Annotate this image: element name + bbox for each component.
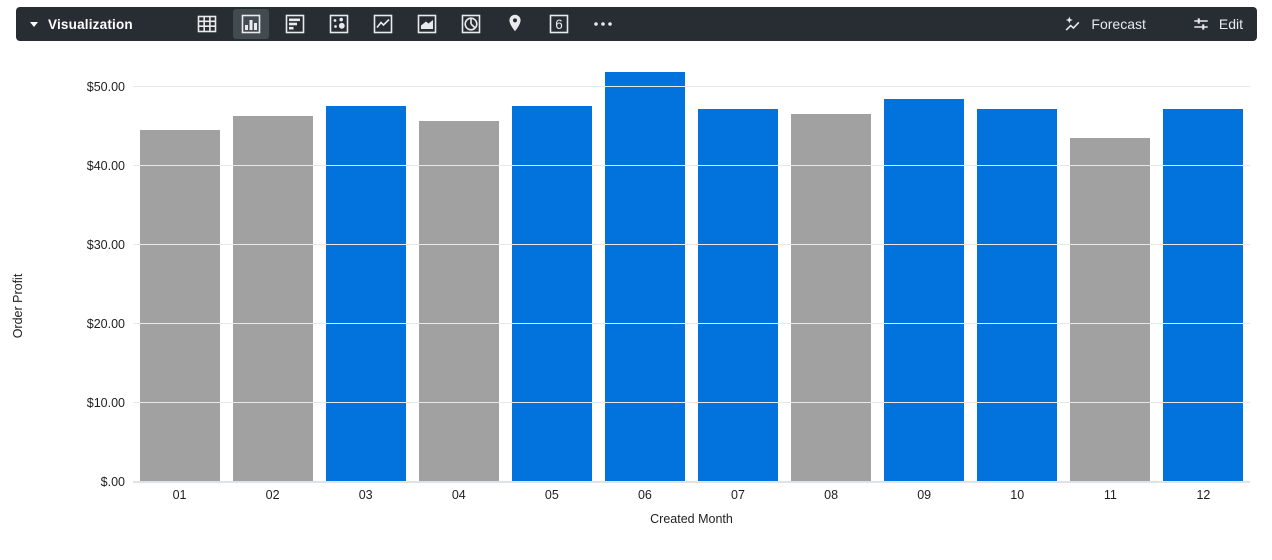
x-ticks: 01 02 03 04 05 06 07 08 09 10 11 12 (133, 488, 1250, 502)
x-tick-label: 12 (1196, 488, 1211, 502)
viz-type-line[interactable] (365, 9, 401, 39)
pie-chart-icon (461, 14, 481, 34)
x-tick-label: 06 (637, 488, 652, 502)
toolbar-right: Forecast Edit (1063, 15, 1243, 34)
bar-month-10[interactable] (977, 108, 1058, 482)
visualization-toolbar: Visualization 6 Forecast Edit (16, 7, 1257, 41)
column-chart-icon (241, 14, 261, 34)
bar-month-11[interactable] (1070, 137, 1151, 482)
forecast-button[interactable]: Forecast (1063, 15, 1146, 34)
viz-type-column[interactable] (232, 9, 269, 39)
bar-slot (505, 47, 598, 482)
y-tick-label: $.00 (100, 475, 125, 489)
viz-type-single-value[interactable]: 6 (541, 9, 577, 39)
caret-down-icon (30, 21, 38, 27)
x-axis-line (133, 481, 1250, 483)
y-tick-label: $30.00 (86, 237, 125, 252)
x-axis-title: Created Month (650, 512, 733, 526)
viz-type-area[interactable] (409, 9, 445, 39)
bar-slot (412, 47, 505, 482)
viz-type-table[interactable] (189, 9, 225, 39)
more-options-icon (594, 22, 612, 26)
x-tick-label: 11 (1103, 488, 1117, 502)
bar-slot (226, 47, 319, 482)
y-tick-label: $40.00 (86, 158, 125, 173)
table-icon (197, 15, 217, 33)
bar-month-02[interactable] (232, 115, 313, 482)
bar-month-01[interactable] (139, 130, 220, 482)
bar-month-03[interactable] (325, 106, 406, 482)
gridline (133, 164, 1250, 166)
y-tick-label: $10.00 (86, 395, 125, 410)
area-chart-icon (417, 14, 437, 34)
x-tick-label: 07 (731, 488, 745, 502)
x-tick-label: 09 (917, 488, 932, 502)
viz-type-map[interactable] (497, 9, 533, 39)
bar-month-09[interactable] (884, 99, 965, 482)
x-tick-label: 10 (1010, 488, 1025, 502)
bar-slot (319, 47, 412, 482)
map-pin-icon (509, 14, 521, 32)
bar-slot (878, 47, 971, 482)
bar-month-04[interactable] (418, 121, 499, 482)
svg-text:6: 6 (555, 17, 563, 32)
y-tick-label: $20.00 (86, 316, 125, 331)
x-tick-label: 08 (824, 488, 839, 502)
bar-chart: Order Profit $50.00 $40.00 $30.00 $20.00 $10… (0, 41, 1272, 560)
plot-area (133, 47, 1250, 483)
bar-slot (785, 47, 878, 482)
chart-type-row: 6 (189, 9, 621, 39)
bar-slot (691, 47, 784, 482)
bar-month-06[interactable] (604, 71, 685, 482)
scatter-plot-icon (329, 14, 349, 34)
forecast-label: Forecast (1091, 16, 1146, 32)
edit-label: Edit (1218, 16, 1243, 32)
bar-month-07[interactable] (698, 108, 778, 482)
bar-month-08[interactable] (791, 114, 872, 482)
bar-slot (598, 47, 691, 482)
viz-type-more[interactable] (585, 9, 621, 39)
bar-slot (1157, 47, 1250, 482)
gridline (133, 243, 1250, 245)
bar-month-05[interactable] (511, 106, 592, 482)
gridline (133, 322, 1250, 324)
line-chart-icon (373, 14, 393, 34)
x-tick-label: 05 (544, 488, 559, 502)
x-tick-label: 02 (265, 488, 280, 502)
bar-slot (133, 47, 226, 482)
visualization-label: Visualization (48, 16, 133, 32)
viz-type-bar[interactable] (277, 9, 313, 39)
x-tick-label: 01 (172, 488, 187, 502)
tune-icon (1194, 18, 1208, 30)
gridline (133, 85, 1250, 87)
visualization-selector[interactable]: Visualization (30, 17, 133, 32)
edit-button[interactable]: Edit (1192, 15, 1243, 33)
bar-slot (971, 47, 1064, 482)
viz-type-scatter[interactable] (321, 9, 357, 39)
viz-type-pie[interactable] (453, 9, 489, 39)
bar-slot (1064, 47, 1157, 482)
forecast-sparkline-icon (1066, 16, 1080, 31)
bars (133, 47, 1250, 482)
x-tick-label: 03 (358, 488, 373, 502)
y-tick-label: $50.00 (86, 79, 125, 94)
bar-chart-icon (285, 14, 305, 34)
bar-month-12[interactable] (1163, 108, 1244, 482)
single-value-icon: 6 (549, 14, 569, 34)
y-ticks: $50.00 $40.00 $30.00 $20.00 $10.00 $.00 (0, 47, 125, 489)
gridline (133, 401, 1250, 403)
x-tick-label: 04 (451, 488, 466, 502)
